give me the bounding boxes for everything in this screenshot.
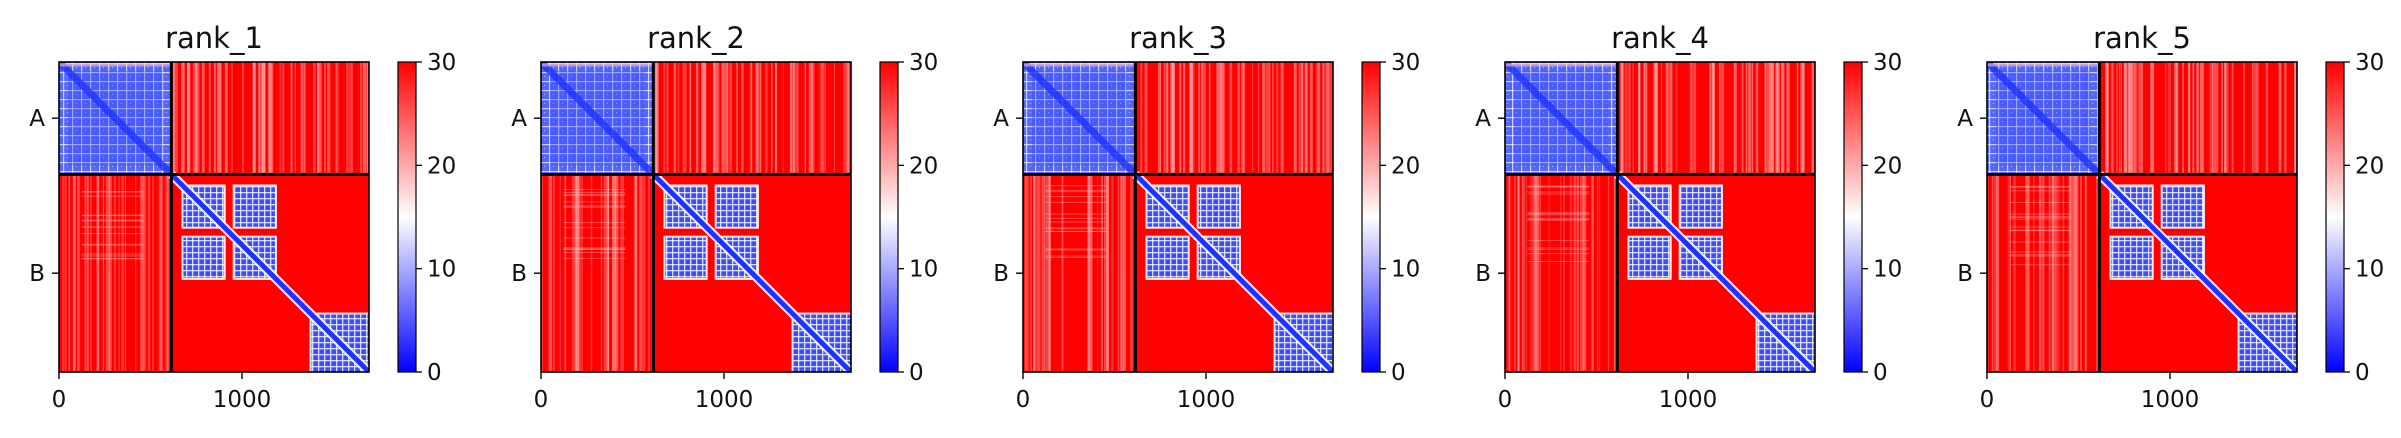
x-tick-label: 0 [1498, 387, 1513, 413]
x-tick-label: 0 [52, 387, 67, 413]
colorbar: 0 10 20 30 [1361, 50, 1420, 386]
x-tick-label: 0 [1016, 387, 1031, 413]
chart-title: rank_2 [647, 21, 745, 55]
colorbar: 0 10 20 30 [2325, 50, 2384, 386]
x-tick-label: 0 [1980, 387, 1995, 413]
x-tick-label: 1000 [1177, 387, 1236, 413]
chain-label-B: B [1475, 261, 1491, 287]
colorbar-tick-label: 20 [1391, 153, 1420, 179]
colorbar-tick-label: 30 [427, 50, 456, 76]
plot-frame [1504, 61, 1816, 373]
colorbar-tick-label: 30 [1873, 50, 1902, 76]
x-tick-label: 1000 [213, 387, 272, 413]
heatmap [59, 62, 369, 372]
chart-title: rank_4 [1611, 21, 1709, 55]
chain-label-A: A [1475, 106, 1491, 132]
chart-title: rank_5 [2093, 21, 2191, 55]
chain-label-B: B [511, 261, 527, 287]
colorbar: 0 10 20 30 [397, 50, 456, 386]
colorbar-tick-label: 30 [909, 50, 938, 76]
colorbar-tick-label: 20 [909, 153, 938, 179]
chain-label-A: A [1957, 106, 1973, 132]
colorbar-tick-label: 10 [1391, 257, 1420, 283]
colorbar-tick-label: 20 [427, 153, 456, 179]
colorbar-tick-label: 0 [1873, 360, 1888, 386]
colorbar: 0 10 20 30 [879, 50, 938, 386]
plot-frame [540, 61, 852, 373]
heatmap [1987, 62, 2297, 372]
colorbar-tick-label: 30 [1391, 50, 1420, 76]
colorbar-tick-label: 0 [909, 360, 924, 386]
heatmap [1023, 62, 1333, 372]
colorbar-tick-label: 10 [2355, 257, 2384, 283]
colorbar-tick-label: 10 [427, 257, 456, 283]
x-tick-label: 1000 [695, 387, 754, 413]
colorbar-tick-label: 20 [1873, 153, 1902, 179]
colorbar-tick-label: 0 [2355, 360, 2370, 386]
plot-frame [1986, 61, 2298, 373]
x-tick-label: 1000 [1659, 387, 1718, 413]
chain-label-A: A [511, 106, 527, 132]
x-tick-label: 1000 [2141, 387, 2200, 413]
chain-label-A: A [29, 106, 45, 132]
chart-title: rank_3 [1129, 21, 1227, 55]
colorbar-tick-label: 20 [2355, 153, 2384, 179]
pae-panel-3: rank_3 A B 0 1000 0 10 20 30 [993, 21, 1420, 413]
x-tick-label: 0 [534, 387, 549, 413]
colorbar-tick-label: 0 [427, 360, 442, 386]
chart-title: rank_1 [165, 21, 263, 55]
colorbar: 0 10 20 30 [1843, 50, 1902, 386]
chain-label-B: B [1957, 261, 1973, 287]
colorbar-tick-label: 10 [909, 257, 938, 283]
pae-panel-4: rank_4 A B 0 1000 0 10 20 30 [1475, 21, 1902, 413]
pae-panel-5: rank_5 A B 0 1000 0 10 20 30 [1957, 21, 2384, 413]
colorbar-tick-label: 0 [1391, 360, 1406, 386]
plot-frame [1022, 61, 1334, 373]
heatmap [1505, 62, 1815, 372]
chain-label-A: A [993, 106, 1009, 132]
chain-label-B: B [993, 261, 1009, 287]
chain-label-B: B [29, 261, 45, 287]
pae-panel-2: rank_2 A B 0 1000 0 10 20 30 [511, 21, 938, 413]
colorbar-tick-label: 30 [2355, 50, 2384, 76]
pae-panel-1: rank_1 A B 0 1000 0 10 20 30 [29, 21, 456, 413]
heatmap [541, 62, 851, 372]
plot-frame [58, 61, 370, 373]
colorbar-tick-label: 10 [1873, 257, 1902, 283]
